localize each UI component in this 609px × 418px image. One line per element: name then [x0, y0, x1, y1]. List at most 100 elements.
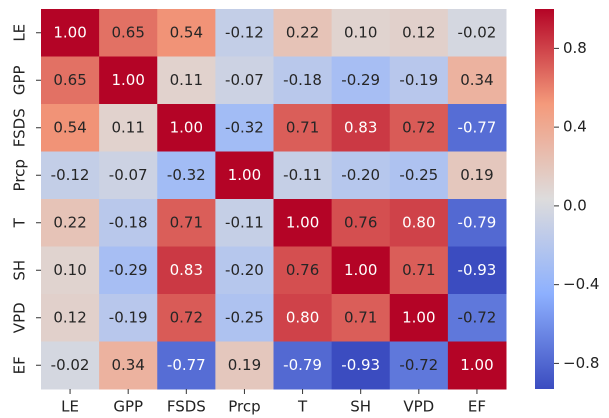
x-tick-label: SH — [350, 398, 371, 416]
heatmap-cell — [215, 341, 274, 390]
cell-label: 0.19 — [228, 356, 261, 374]
y-tick-label: SH — [11, 260, 29, 281]
heatmap-cell — [215, 9, 274, 57]
cell-label: -0.93 — [458, 261, 497, 279]
heatmap-cell — [389, 104, 449, 152]
heatmap-cell — [157, 9, 216, 57]
heatmap-cell — [389, 151, 449, 200]
heatmap-cell — [331, 56, 391, 105]
cell-label: -0.72 — [458, 308, 497, 326]
cell-label: 1.00 — [460, 356, 493, 374]
cell-label: -0.18 — [283, 71, 322, 89]
heatmap-cell — [215, 199, 274, 247]
colorbar-tick-label: 0.8 — [563, 39, 587, 57]
heatmap-cell — [99, 199, 158, 247]
cell-label: 0.65 — [53, 71, 86, 89]
y-tick-label: LE — [11, 24, 29, 42]
heatmap-cell — [157, 56, 216, 105]
heatmap-cell — [389, 341, 449, 390]
cell-label: -0.19 — [399, 71, 438, 89]
heatmap-cell — [447, 341, 507, 390]
heatmap-cell — [447, 104, 507, 152]
cell-label: 0.83 — [344, 118, 377, 136]
heatmap-cell — [157, 341, 216, 390]
cell-label: 1.00 — [170, 118, 203, 136]
heatmap-cell — [447, 246, 507, 295]
cell-label: -0.20 — [225, 261, 264, 279]
cell-label: -0.77 — [458, 118, 497, 136]
x-tick-label: T — [297, 398, 308, 416]
cell-label: -0.79 — [283, 356, 322, 374]
cell-label: 0.80 — [286, 308, 319, 326]
cell-label: 0.34 — [111, 356, 144, 374]
cell-label: 0.72 — [402, 118, 435, 136]
heatmap-cell — [215, 246, 274, 295]
heatmap-cell — [215, 294, 274, 342]
x-tick-label: Prcp — [228, 398, 260, 416]
heatmap-cell — [331, 104, 391, 152]
cell-label: 1.00 — [228, 166, 261, 184]
heatmap-cell — [331, 9, 391, 57]
cell-label: 0.71 — [344, 308, 377, 326]
cell-label: -0.20 — [341, 166, 380, 184]
heatmap-cell — [447, 151, 507, 200]
cell-label: -0.77 — [167, 356, 206, 374]
heatmap-cell — [99, 341, 158, 390]
cell-label: -0.02 — [458, 23, 497, 41]
cell-label: 0.76 — [286, 261, 319, 279]
colorbar — [535, 9, 554, 389]
cell-label: 0.10 — [53, 261, 86, 279]
heatmap-cell — [273, 104, 333, 152]
heatmap-cell — [41, 199, 100, 247]
cell-label: 0.71 — [286, 118, 319, 136]
cell-label: 0.34 — [460, 71, 493, 89]
cell-label: 0.83 — [170, 261, 203, 279]
y-tick-label: GPP — [11, 65, 29, 95]
colorbar-tick-label: −0.8 — [563, 354, 599, 372]
heatmap-cell — [273, 56, 333, 105]
heatmap-cell — [99, 104, 158, 152]
cell-label: 0.71 — [170, 213, 203, 231]
cell-label: -0.32 — [225, 118, 264, 136]
heatmap-cell — [389, 294, 449, 342]
cell-label: 0.65 — [111, 23, 144, 41]
cell-label: -0.02 — [51, 356, 90, 374]
cell-label: 0.76 — [344, 213, 377, 231]
x-tick-label: EF — [468, 398, 486, 416]
cell-label: 0.22 — [286, 23, 319, 41]
heatmap-cell — [99, 151, 158, 200]
heatmap-cell — [447, 199, 507, 247]
heatmap-cell — [157, 151, 216, 200]
cell-label: 0.54 — [53, 118, 86, 136]
heatmap-cell — [447, 9, 507, 57]
heatmap-cell — [273, 9, 333, 57]
cell-label: 1.00 — [111, 71, 144, 89]
colorbar-tick-label: 0.4 — [563, 118, 587, 136]
cell-label: 1.00 — [286, 213, 319, 231]
y-tick-label: T — [11, 217, 29, 228]
heatmap-cell — [447, 294, 507, 342]
heatmap-cell — [389, 56, 449, 105]
cell-label: -0.72 — [399, 356, 438, 374]
heatmap-cell — [157, 294, 216, 342]
cell-label: 0.10 — [344, 23, 377, 41]
cell-label: 0.71 — [402, 261, 435, 279]
heatmap-cell — [41, 151, 100, 200]
heatmap-cell — [41, 104, 100, 152]
x-tick-label: FSDS — [167, 398, 206, 416]
heatmap-cell — [41, 294, 100, 342]
cell-label: 0.72 — [170, 308, 203, 326]
heatmap-cell — [447, 56, 507, 105]
cell-label: -0.07 — [225, 71, 264, 89]
y-tick-label: EF — [11, 356, 29, 374]
heatmap-cell — [157, 104, 216, 152]
cell-label: 0.19 — [460, 166, 493, 184]
cell-label: -0.11 — [283, 166, 322, 184]
heatmap-cell — [215, 104, 274, 152]
heatmap-cell — [215, 151, 274, 200]
cell-label: -0.29 — [341, 71, 380, 89]
cell-label: 0.11 — [170, 71, 203, 89]
heatmap-cell — [331, 341, 391, 390]
colorbar-tick-label: −0.4 — [563, 275, 599, 293]
heatmap-cell — [157, 199, 216, 247]
